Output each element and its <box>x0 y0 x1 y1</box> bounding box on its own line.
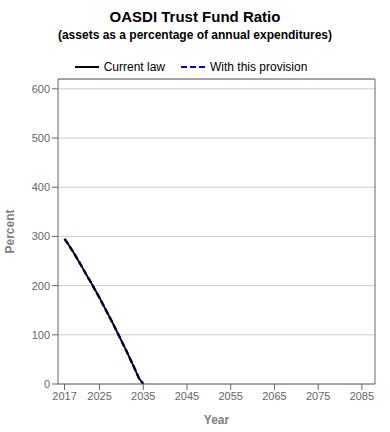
svg-text:2065: 2065 <box>262 390 286 402</box>
html-text:Current law: Current law <box>103 60 165 74</box>
html-text:OASDI Trust Fund Ratio: OASDI Trust Fund Ratio <box>109 8 281 25</box>
svg-text:2025: 2025 <box>87 390 111 402</box>
html-text:With this provision: With this provision <box>210 60 308 74</box>
svg-text:2075: 2075 <box>306 390 330 402</box>
svg-text:0: 0 <box>44 378 50 390</box>
svg-text:300: 300 <box>32 230 50 242</box>
html-text:(assets as a percentage of ann: (assets as a percentage of annual expend… <box>57 28 332 42</box>
svg-text:100: 100 <box>32 329 50 341</box>
svg-text:2045: 2045 <box>175 390 199 402</box>
svg-text:Year: Year <box>204 413 230 427</box>
svg-text:500: 500 <box>32 132 50 144</box>
svg-text:Percent: Percent <box>8 209 17 253</box>
svg-text:400: 400 <box>32 181 50 193</box>
svg-text:600: 600 <box>32 83 50 95</box>
svg-text:2055: 2055 <box>218 390 242 402</box>
svg-text:200: 200 <box>32 280 50 292</box>
svg-text:2085: 2085 <box>350 390 374 402</box>
svg-text:2035: 2035 <box>131 390 155 402</box>
svg-text:2017: 2017 <box>52 390 76 402</box>
